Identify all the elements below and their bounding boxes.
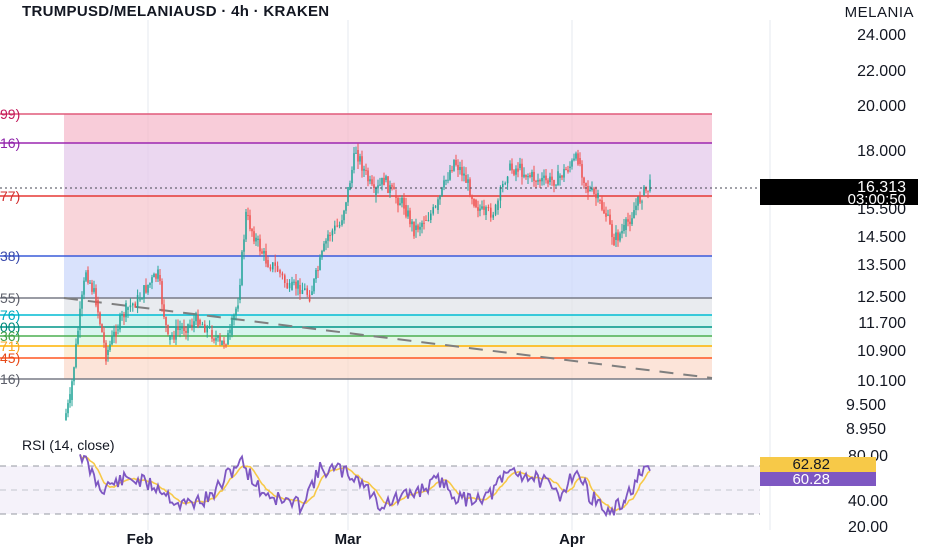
rsi-tick: 40.00 <box>848 493 888 510</box>
fib-label: 77) <box>0 188 20 204</box>
price-axis[interactable]: 24.000 22.000 20.000 18.000 15.500 14.50… <box>846 27 906 438</box>
svg-text:03:00:50: 03:00:50 <box>848 191 906 208</box>
fib-label: 55) <box>0 290 20 306</box>
price-tick: 12.500 <box>857 289 906 306</box>
price-tick: 15.500 <box>857 201 906 218</box>
price-tick: 18.000 <box>857 143 906 160</box>
price-tick: 10.900 <box>857 343 906 360</box>
price-candles <box>65 143 651 421</box>
fib-label: 71) <box>0 338 20 354</box>
fib-label: 45) <box>0 350 20 366</box>
symbol-label[interactable]: MELANIA <box>844 4 914 21</box>
price-tick: 8.950 <box>846 421 886 438</box>
time-tick-apr: Apr <box>559 531 585 548</box>
svg-text:62.82: 62.82 <box>792 456 830 473</box>
time-axis[interactable]: Feb Mar Apr <box>127 531 585 548</box>
rsi-pane[interactable] <box>0 454 760 518</box>
price-tick: 13.500 <box>857 257 906 274</box>
price-tick: 11.700 <box>858 315 906 332</box>
fib-label: 00) <box>0 319 20 335</box>
rsi-value-tag: 60.28 <box>760 471 876 488</box>
rsi-tick: 20.00 <box>848 519 888 536</box>
fib-label: 99) <box>0 106 20 122</box>
trend-line[interactable] <box>63 297 713 379</box>
time-tick-feb: Feb <box>127 531 154 548</box>
fib-label: 38) <box>0 248 20 264</box>
price-tick: 10.100 <box>857 373 906 390</box>
price-tick: 22.000 <box>857 63 906 80</box>
rsi-label[interactable]: RSI (14, close) <box>22 437 115 453</box>
rsi-moving-average-line <box>79 454 651 512</box>
price-tick: 20.000 <box>857 98 906 115</box>
fibonacci-retracement[interactable] <box>0 113 712 380</box>
svg-text:60.28: 60.28 <box>792 471 830 488</box>
price-tick: 9.500 <box>846 397 886 414</box>
time-tick-mar: Mar <box>335 531 362 548</box>
rsi-ma-tag: 62.82 <box>760 456 876 473</box>
chart-title: TRUMPUSD/MELANIAUSD · 4h · KRAKEN <box>22 3 330 20</box>
fib-level-labels: 99) 16) 77) 38) 55)76)00)36)71)45) 16) <box>0 106 20 387</box>
fib-label: 36) <box>0 328 20 344</box>
rsi-line <box>79 454 651 518</box>
price-tick: 14.500 <box>857 229 906 246</box>
fib-label: 16) <box>0 135 20 151</box>
fib-label: 76) <box>0 307 20 323</box>
last-price-tag: 16.313 03:00:50 <box>760 179 918 208</box>
price-tick: 24.000 <box>857 27 906 44</box>
fib-label: 16) <box>0 371 20 387</box>
svg-text:16.313: 16.313 <box>857 179 906 196</box>
